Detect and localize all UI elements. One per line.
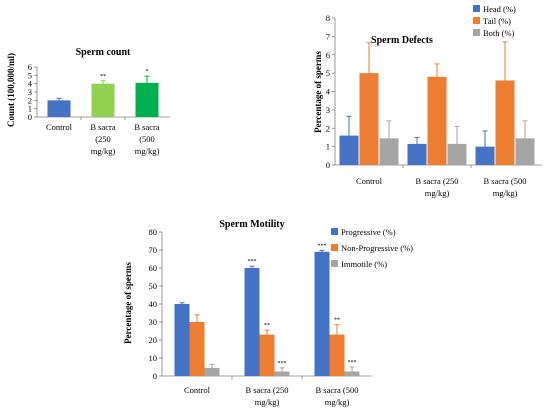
motility-y-axis-label: Percentage of sperms xyxy=(123,262,133,344)
defects-bar xyxy=(427,76,447,165)
count-y-tick-label: 0 xyxy=(28,112,32,122)
motility-bar xyxy=(174,304,190,376)
count-y-tick-label: 3 xyxy=(28,87,32,97)
count-category-label: B sacra xyxy=(90,122,115,132)
count-category-label: (500 xyxy=(139,134,155,144)
count-bar xyxy=(135,82,159,117)
motility-y-tick-label: 20 xyxy=(149,335,158,345)
motility-bar xyxy=(244,268,260,376)
defects-y-tick-label: 4 xyxy=(326,87,331,97)
motility-significance-marker: *** xyxy=(318,243,327,249)
motility-category-label: mg/kg) xyxy=(255,397,280,407)
motility-chart: Sperm Motility Percentage of sperms 0 10 20 3… xyxy=(123,219,413,407)
motility-category-label: Control xyxy=(184,385,211,395)
count-bar xyxy=(47,100,71,117)
defects-bar xyxy=(359,73,379,165)
defects-category-label: Control xyxy=(356,176,383,186)
defects-legend-entry: Both (%) xyxy=(483,28,515,38)
defects-chart: Sperm Defects Percentage of sperms 0 1 2 3 4 5 6… xyxy=(313,4,542,198)
motility-title: Sperm Motility xyxy=(219,219,284,230)
count-y-tick-label: 2 xyxy=(28,95,32,105)
defects-y-tick-label: 5 xyxy=(326,68,330,78)
count-significance-marker: ** xyxy=(100,74,106,80)
count-y-tick-label: 4 xyxy=(28,79,33,89)
motility-legend-entry: Immotile (%) xyxy=(341,259,387,269)
count-category-label: mg/kg) xyxy=(91,146,116,156)
defects-legend-swatch xyxy=(473,29,480,36)
motility-bar xyxy=(259,334,275,376)
defects-legend-swatch xyxy=(473,17,480,24)
count-y-tick-label: 6 xyxy=(28,62,32,72)
defects-bar xyxy=(495,80,515,165)
defects-legend-swatch xyxy=(473,5,480,12)
motility-legend-swatch xyxy=(331,228,338,235)
count-significance-marker: * xyxy=(146,69,149,75)
defects-title: Sperm Defects xyxy=(371,35,433,46)
count-category-label: B sacra xyxy=(134,122,159,132)
count-category-label: (250 xyxy=(95,134,111,144)
motility-y-tick-label: 40 xyxy=(149,299,158,309)
motility-legend-swatch xyxy=(331,244,338,251)
defects-y-tick-label: 3 xyxy=(326,105,330,115)
defects-y-tick-label: 6 xyxy=(326,50,330,60)
count-title: Sperm count xyxy=(76,47,131,58)
defects-category-label: B sacra (500 xyxy=(484,176,527,186)
motility-legend-swatch xyxy=(331,260,338,267)
motility-significance-marker: ** xyxy=(264,323,270,329)
motility-y-tick-label: 30 xyxy=(149,317,158,327)
motility-y-tick-label: 60 xyxy=(149,263,158,273)
motility-category-label: B sacra (500 xyxy=(316,385,359,395)
motility-y-tick-label: 0 xyxy=(153,371,157,381)
motility-category-label: B sacra (250 xyxy=(246,385,289,395)
count-category-label: mg/kg) xyxy=(135,146,160,156)
motility-y-tick-label: 10 xyxy=(149,353,158,363)
motility-y-tick-label: 70 xyxy=(149,245,158,255)
motility-significance-marker: ** xyxy=(334,318,340,324)
count-y-axis-label: Count (100,000/ml) xyxy=(6,53,16,127)
motility-bar xyxy=(329,334,345,376)
motility-significance-marker: *** xyxy=(278,361,287,367)
defects-y-tick-label: 0 xyxy=(326,160,330,170)
defects-bar xyxy=(407,143,427,165)
defects-category-label: B sacra (250 xyxy=(416,176,459,186)
defects-y-tick-label: 8 xyxy=(326,13,330,23)
motility-y-tick-label: 50 xyxy=(149,281,158,291)
motility-legend-entry: Progressive (%) xyxy=(341,227,396,237)
motility-bar xyxy=(189,322,205,376)
motility-legend-entry: Non-Progressive (%) xyxy=(341,243,413,253)
motility-significance-marker: *** xyxy=(248,259,257,265)
motility-y-tick-label: 80 xyxy=(149,227,158,237)
motility-bar xyxy=(204,367,220,376)
defects-category-label: mg/kg) xyxy=(493,188,518,198)
defects-category-label: mg/kg) xyxy=(425,188,450,198)
motility-category-label: mg/kg) xyxy=(325,397,350,407)
defects-y-axis-label: Percentage of sperms xyxy=(313,51,323,133)
motility-bar xyxy=(314,251,330,376)
defects-y-tick-label: 2 xyxy=(326,123,330,133)
count-category-label: Control xyxy=(46,122,73,132)
count-y-tick-label: 1 xyxy=(28,104,32,114)
count-bar xyxy=(91,83,115,117)
motility-significance-marker: *** xyxy=(348,360,357,366)
count-y-tick-label: 5 xyxy=(28,70,32,80)
defects-legend-entry: Tail (%) xyxy=(483,16,511,26)
defects-y-tick-label: 7 xyxy=(326,31,330,41)
defects-y-tick-label: 1 xyxy=(326,142,330,152)
defects-legend-entry: Head (%) xyxy=(483,4,516,14)
